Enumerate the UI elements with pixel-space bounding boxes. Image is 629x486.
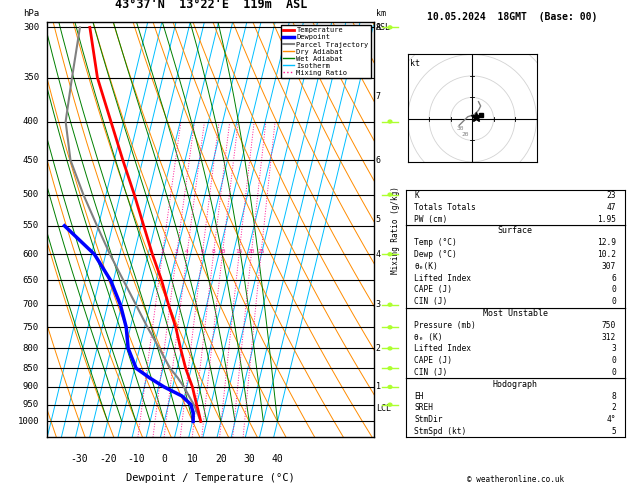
Text: 300: 300 — [23, 23, 39, 32]
Text: 6: 6 — [376, 156, 381, 165]
Text: 1: 1 — [376, 382, 381, 391]
Text: 3: 3 — [175, 249, 179, 254]
Text: 8: 8 — [211, 249, 215, 254]
Text: © weatheronline.co.uk: © weatheronline.co.uk — [467, 474, 564, 484]
Text: 0: 0 — [611, 368, 616, 377]
Text: Totals Totals: Totals Totals — [415, 203, 476, 212]
Text: SREH: SREH — [415, 403, 433, 413]
Text: Dewp (°C): Dewp (°C) — [415, 250, 457, 259]
Text: 750: 750 — [23, 323, 39, 332]
Text: 10: 10 — [187, 454, 199, 464]
Text: kt: kt — [410, 59, 420, 68]
Text: 450: 450 — [23, 156, 39, 165]
Text: 350: 350 — [23, 73, 39, 82]
Text: 4: 4 — [185, 249, 189, 254]
Text: 30: 30 — [243, 454, 255, 464]
Text: -10: -10 — [127, 454, 145, 464]
Text: 43°37'N  13°22'E  119m  ASL: 43°37'N 13°22'E 119m ASL — [114, 0, 307, 12]
Text: Temp (°C): Temp (°C) — [415, 238, 457, 247]
Text: EH: EH — [415, 392, 424, 400]
Text: 1.95: 1.95 — [597, 214, 616, 224]
Text: 8: 8 — [611, 392, 616, 400]
Text: 400: 400 — [23, 117, 39, 126]
Text: 3: 3 — [376, 300, 381, 309]
Text: PW (cm): PW (cm) — [415, 214, 448, 224]
Legend: Temperature, Dewpoint, Parcel Trajectory, Dry Adiabat, Wet Adiabat, Isotherm, Mi: Temperature, Dewpoint, Parcel Trajectory… — [281, 25, 370, 78]
Text: θₑ(K): θₑ(K) — [415, 262, 438, 271]
Text: LCL: LCL — [376, 403, 391, 413]
Text: 650: 650 — [23, 276, 39, 285]
Text: 10.2: 10.2 — [597, 250, 616, 259]
Text: 5: 5 — [611, 427, 616, 436]
Text: 850: 850 — [23, 364, 39, 373]
Text: 6: 6 — [611, 274, 616, 282]
Text: 4: 4 — [376, 250, 381, 259]
Text: 500: 500 — [23, 190, 39, 199]
Text: 30: 30 — [457, 125, 465, 131]
Text: 12.9: 12.9 — [597, 238, 616, 247]
Text: StmSpd (kt): StmSpd (kt) — [415, 427, 467, 436]
Text: 5: 5 — [376, 215, 381, 224]
Text: -30: -30 — [70, 454, 88, 464]
Text: CIN (J): CIN (J) — [415, 368, 448, 377]
Text: 0: 0 — [611, 356, 616, 365]
Text: Mixing Ratio (g/kg): Mixing Ratio (g/kg) — [391, 186, 400, 274]
Text: 550: 550 — [23, 221, 39, 230]
Text: 7: 7 — [376, 91, 381, 101]
Text: Most Unstable: Most Unstable — [482, 309, 548, 318]
Text: Pressure (mb): Pressure (mb) — [415, 321, 476, 330]
Text: 2: 2 — [160, 249, 164, 254]
Text: 307: 307 — [601, 262, 616, 271]
Text: 0: 0 — [611, 285, 616, 295]
Text: 0: 0 — [611, 297, 616, 306]
Text: 47: 47 — [606, 203, 616, 212]
Text: 40: 40 — [272, 454, 284, 464]
Text: 700: 700 — [23, 300, 39, 309]
Text: StmDir: StmDir — [415, 415, 443, 424]
Text: 10: 10 — [219, 249, 226, 254]
Text: 10.05.2024  18GMT  (Base: 00): 10.05.2024 18GMT (Base: 00) — [428, 12, 598, 22]
Text: 750: 750 — [601, 321, 616, 330]
Text: θₑ (K): θₑ (K) — [415, 332, 443, 342]
Text: -20: -20 — [99, 454, 116, 464]
Text: 20: 20 — [215, 454, 227, 464]
Text: 900: 900 — [23, 382, 39, 391]
Text: 15: 15 — [235, 249, 243, 254]
Text: K: K — [415, 191, 419, 200]
Text: 2: 2 — [611, 403, 616, 413]
Text: Hodograph: Hodograph — [493, 380, 538, 389]
Text: Lifted Index: Lifted Index — [415, 274, 472, 282]
Text: 20: 20 — [461, 132, 469, 137]
Text: 0: 0 — [161, 454, 167, 464]
Text: Dewpoint / Temperature (°C): Dewpoint / Temperature (°C) — [126, 473, 295, 483]
Text: 800: 800 — [23, 344, 39, 353]
Text: Lifted Index: Lifted Index — [415, 345, 472, 353]
Text: 1000: 1000 — [18, 417, 39, 426]
Text: 312: 312 — [601, 332, 616, 342]
Text: CAPE (J): CAPE (J) — [415, 356, 452, 365]
Text: 23: 23 — [606, 191, 616, 200]
Text: 25: 25 — [257, 249, 265, 254]
Text: CIN (J): CIN (J) — [415, 297, 448, 306]
Text: km: km — [376, 9, 386, 17]
Text: 2: 2 — [376, 344, 381, 353]
Text: 20: 20 — [248, 249, 255, 254]
Text: ASL: ASL — [376, 23, 391, 32]
Text: hPa: hPa — [23, 9, 39, 17]
Text: 6: 6 — [201, 249, 204, 254]
Text: 4°: 4° — [606, 415, 616, 424]
Text: 3: 3 — [611, 345, 616, 353]
Text: 950: 950 — [23, 400, 39, 409]
Text: Surface: Surface — [498, 226, 533, 235]
Text: 8: 8 — [376, 23, 381, 32]
Text: 600: 600 — [23, 250, 39, 259]
Text: CAPE (J): CAPE (J) — [415, 285, 452, 295]
